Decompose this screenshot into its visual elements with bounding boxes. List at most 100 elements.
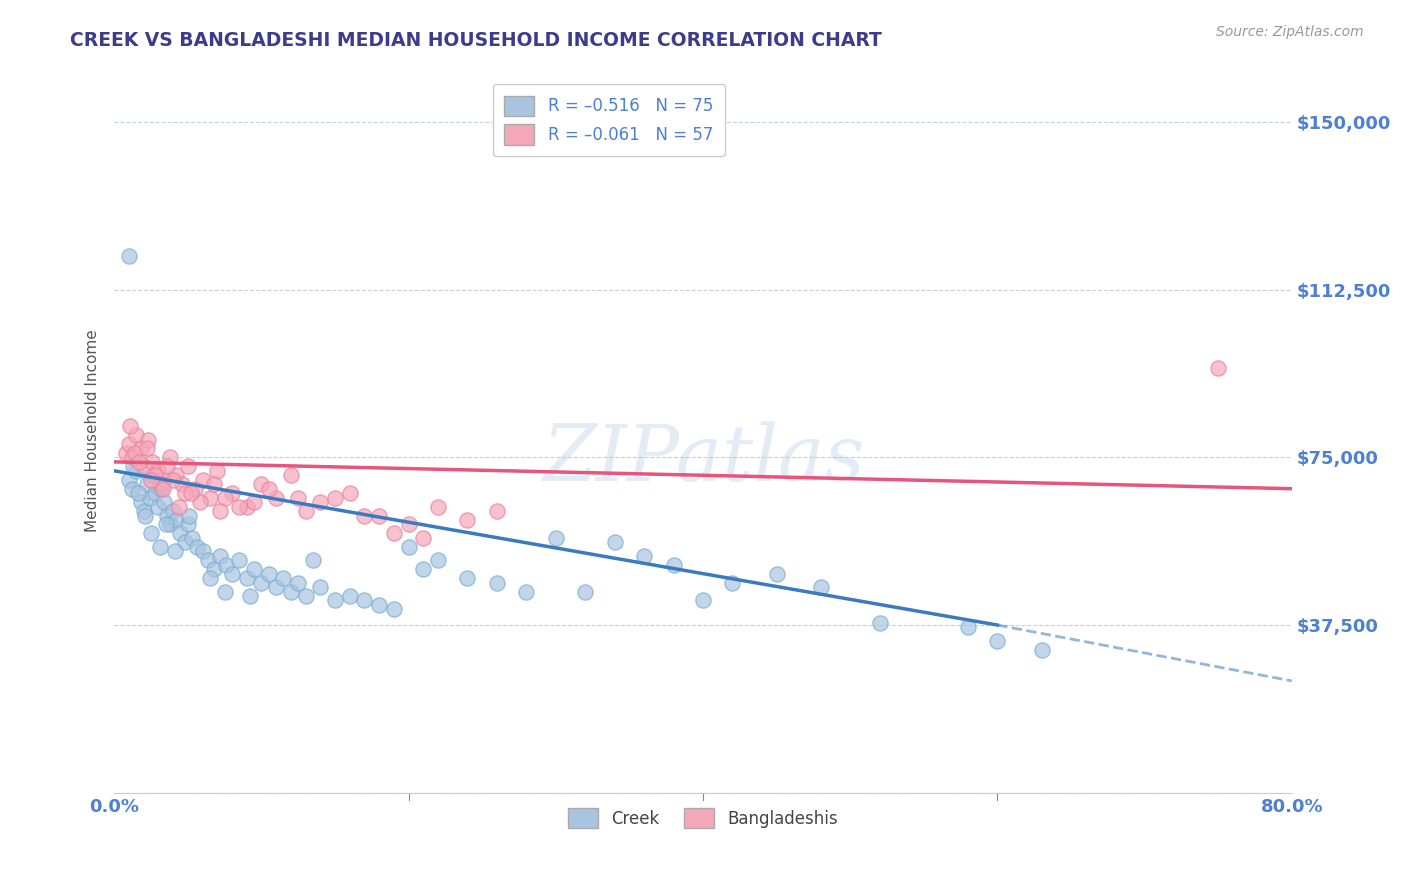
Point	[152, 482, 174, 496]
Point	[956, 620, 979, 634]
Point	[228, 553, 250, 567]
Point	[427, 500, 450, 514]
Point	[412, 562, 434, 576]
Point	[692, 593, 714, 607]
Point	[250, 575, 273, 590]
Point	[129, 495, 152, 509]
Point	[153, 473, 176, 487]
Point	[155, 517, 177, 532]
Point	[382, 526, 405, 541]
Point	[138, 491, 160, 505]
Point	[309, 495, 332, 509]
Point	[215, 558, 238, 572]
Text: ZIPatlas: ZIPatlas	[541, 421, 865, 498]
Point	[127, 486, 149, 500]
Point	[186, 540, 208, 554]
Point	[398, 540, 420, 554]
Point	[135, 442, 157, 456]
Point	[456, 513, 478, 527]
Point	[239, 589, 262, 603]
Point	[221, 486, 243, 500]
Point	[173, 535, 195, 549]
Point	[197, 553, 219, 567]
Point	[148, 464, 170, 478]
Point	[128, 455, 150, 469]
Point	[188, 495, 211, 509]
Point	[986, 633, 1008, 648]
Point	[353, 593, 375, 607]
Point	[162, 504, 184, 518]
Point	[280, 584, 302, 599]
Point	[323, 593, 346, 607]
Point	[145, 486, 167, 500]
Point	[115, 446, 138, 460]
Point	[180, 486, 202, 500]
Point	[205, 464, 228, 478]
Point	[515, 584, 537, 599]
Point	[294, 589, 316, 603]
Point	[869, 615, 891, 630]
Point	[1031, 642, 1053, 657]
Point	[287, 575, 309, 590]
Point	[191, 473, 214, 487]
Point	[209, 504, 232, 518]
Point	[165, 468, 187, 483]
Point	[1206, 361, 1229, 376]
Point	[202, 477, 225, 491]
Point	[122, 459, 145, 474]
Point	[243, 562, 266, 576]
Point	[810, 580, 832, 594]
Point	[662, 558, 685, 572]
Point	[132, 459, 155, 474]
Point	[156, 508, 179, 523]
Point	[145, 468, 167, 483]
Point	[228, 500, 250, 514]
Point	[120, 419, 142, 434]
Legend: Creek, Bangladeshis: Creek, Bangladeshis	[561, 801, 845, 835]
Point	[398, 517, 420, 532]
Point	[149, 540, 172, 554]
Point	[162, 473, 184, 487]
Point	[159, 450, 181, 465]
Point	[156, 459, 179, 474]
Point	[485, 504, 508, 518]
Point	[633, 549, 655, 563]
Point	[139, 526, 162, 541]
Point	[125, 464, 148, 478]
Point	[257, 566, 280, 581]
Point	[118, 249, 141, 263]
Point	[574, 584, 596, 599]
Text: CREEK VS BANGLADESHI MEDIAN HOUSEHOLD INCOME CORRELATION CHART: CREEK VS BANGLADESHI MEDIAN HOUSEHOLD IN…	[70, 31, 882, 50]
Point	[191, 544, 214, 558]
Point	[485, 575, 508, 590]
Point	[765, 566, 787, 581]
Point	[214, 584, 236, 599]
Point	[177, 459, 200, 474]
Point	[170, 477, 193, 491]
Point	[264, 491, 287, 505]
Point	[136, 433, 159, 447]
Point	[153, 495, 176, 509]
Point	[150, 482, 173, 496]
Point	[456, 571, 478, 585]
Point	[141, 455, 163, 469]
Point	[179, 508, 201, 523]
Point	[184, 482, 207, 496]
Point	[134, 508, 156, 523]
Point	[118, 473, 141, 487]
Point	[273, 571, 295, 585]
Point	[368, 508, 391, 523]
Point	[209, 549, 232, 563]
Point	[141, 468, 163, 483]
Point	[235, 571, 257, 585]
Point	[167, 500, 190, 514]
Point	[235, 500, 257, 514]
Point	[159, 517, 181, 532]
Point	[181, 531, 204, 545]
Point	[139, 473, 162, 487]
Point	[243, 495, 266, 509]
Point	[129, 442, 152, 456]
Point	[721, 575, 744, 590]
Point	[294, 504, 316, 518]
Point	[202, 562, 225, 576]
